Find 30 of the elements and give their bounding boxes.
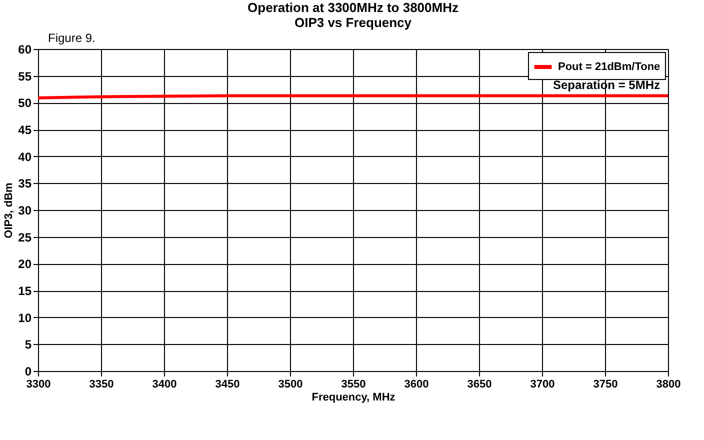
y-tick-label: 15 xyxy=(18,284,32,298)
y-tick-label: 55 xyxy=(18,69,32,84)
x-tick-label: 3350 xyxy=(89,378,114,390)
x-tick-label: 3550 xyxy=(341,378,366,390)
caption: Figure 9. xyxy=(48,31,96,45)
y-tick-label: 40 xyxy=(18,150,32,164)
y-tick-label: 0 xyxy=(24,364,32,378)
text: OIP3 vs Frequency xyxy=(294,15,412,30)
x-tick-label: 3700 xyxy=(530,378,555,390)
y-tick-label: 45 xyxy=(18,123,32,137)
y-tick-label: 50 xyxy=(18,96,32,110)
y-tick-label: 5 xyxy=(24,338,32,352)
legend-label: Pout = 21dBm/Tone xyxy=(558,61,660,73)
x-tick-label: 3650 xyxy=(467,378,492,390)
y-tick-label: 20 xyxy=(18,257,32,272)
x-tick-label: 3300 xyxy=(26,378,51,390)
text: Operation at 3300MHz to 3800MHz xyxy=(248,0,458,15)
x-tick-label: 3450 xyxy=(215,378,240,390)
x-tick-label: 3400 xyxy=(152,378,177,390)
x-tick-label: 3500 xyxy=(278,378,303,390)
y-tick-label: 60 xyxy=(18,42,32,56)
x-tick-label: 3750 xyxy=(593,378,618,390)
x-tick-label: 3800 xyxy=(656,378,681,390)
y-tick-label: 35 xyxy=(18,176,32,191)
x-tick-label: 3600 xyxy=(404,378,429,390)
y-tick-label: 25 xyxy=(18,230,32,244)
y-axis-title: OIP3, dBm xyxy=(3,182,16,238)
y-tick-label: 30 xyxy=(18,204,32,218)
y-tick-label: 10 xyxy=(18,310,32,325)
x-axis-title: Frequency, MHz xyxy=(312,392,396,404)
